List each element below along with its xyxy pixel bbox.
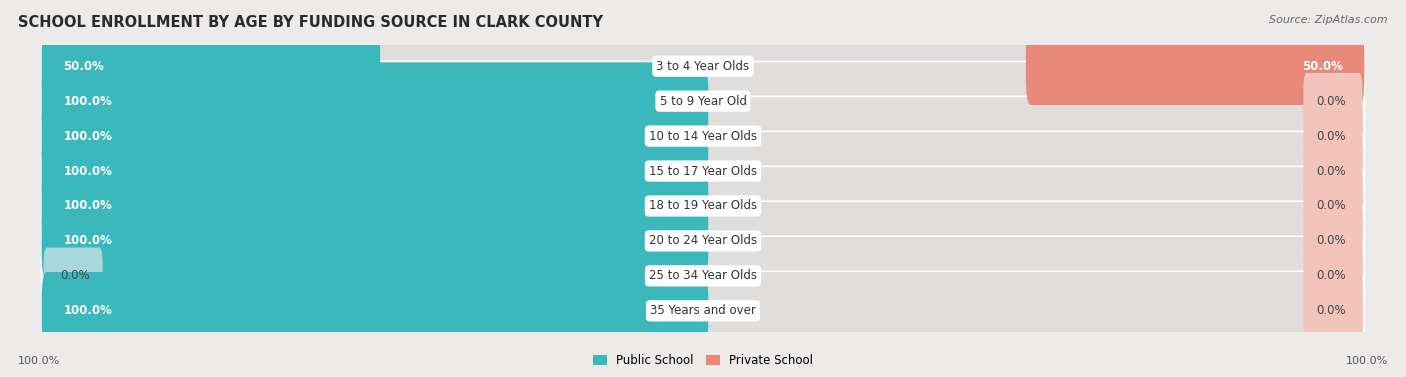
FancyBboxPatch shape (42, 131, 1364, 211)
FancyBboxPatch shape (1303, 213, 1362, 269)
FancyBboxPatch shape (1303, 73, 1362, 129)
Text: 35 Years and over: 35 Years and over (650, 304, 756, 317)
FancyBboxPatch shape (42, 26, 1364, 106)
FancyBboxPatch shape (42, 236, 1364, 316)
Text: 100.0%: 100.0% (63, 164, 112, 178)
Text: 15 to 17 Year Olds: 15 to 17 Year Olds (650, 164, 756, 178)
Text: 0.0%: 0.0% (1316, 95, 1346, 108)
FancyBboxPatch shape (42, 166, 1364, 246)
Text: 0.0%: 0.0% (1316, 199, 1346, 213)
Text: 100.0%: 100.0% (18, 356, 60, 366)
Text: 50.0%: 50.0% (1302, 60, 1343, 73)
FancyBboxPatch shape (1303, 282, 1362, 339)
Text: Source: ZipAtlas.com: Source: ZipAtlas.com (1270, 15, 1388, 25)
FancyBboxPatch shape (1303, 108, 1362, 164)
FancyBboxPatch shape (42, 202, 709, 280)
Text: 0.0%: 0.0% (1316, 164, 1346, 178)
Text: 25 to 34 Year Olds: 25 to 34 Year Olds (650, 269, 756, 282)
Text: 0.0%: 0.0% (1316, 304, 1346, 317)
Text: 100.0%: 100.0% (63, 130, 112, 143)
Text: 18 to 19 Year Olds: 18 to 19 Year Olds (650, 199, 756, 213)
Text: 0.0%: 0.0% (1316, 269, 1346, 282)
Text: 100.0%: 100.0% (63, 234, 112, 247)
Text: 3 to 4 Year Olds: 3 to 4 Year Olds (657, 60, 749, 73)
FancyBboxPatch shape (42, 97, 1364, 176)
Text: SCHOOL ENROLLMENT BY AGE BY FUNDING SOURCE IN CLARK COUNTY: SCHOOL ENROLLMENT BY AGE BY FUNDING SOUR… (18, 15, 603, 30)
Text: 100.0%: 100.0% (63, 95, 112, 108)
Text: 10 to 14 Year Olds: 10 to 14 Year Olds (650, 130, 756, 143)
FancyBboxPatch shape (42, 201, 1364, 280)
FancyBboxPatch shape (42, 132, 709, 210)
Text: 5 to 9 Year Old: 5 to 9 Year Old (659, 95, 747, 108)
FancyBboxPatch shape (42, 272, 709, 349)
FancyBboxPatch shape (42, 271, 1364, 351)
FancyBboxPatch shape (42, 167, 709, 245)
FancyBboxPatch shape (42, 62, 709, 140)
Text: 0.0%: 0.0% (60, 269, 90, 282)
Text: 100.0%: 100.0% (63, 304, 112, 317)
Text: 0.0%: 0.0% (1316, 130, 1346, 143)
FancyBboxPatch shape (1026, 28, 1364, 105)
Text: 50.0%: 50.0% (63, 60, 104, 73)
FancyBboxPatch shape (1303, 143, 1362, 199)
FancyBboxPatch shape (42, 97, 709, 175)
FancyBboxPatch shape (44, 248, 103, 304)
FancyBboxPatch shape (1303, 248, 1362, 304)
Text: 100.0%: 100.0% (1346, 356, 1388, 366)
FancyBboxPatch shape (42, 28, 380, 105)
Text: 100.0%: 100.0% (63, 199, 112, 213)
Text: 0.0%: 0.0% (1316, 234, 1346, 247)
FancyBboxPatch shape (1303, 178, 1362, 234)
Text: 20 to 24 Year Olds: 20 to 24 Year Olds (650, 234, 756, 247)
Legend: Public School, Private School: Public School, Private School (588, 349, 818, 372)
FancyBboxPatch shape (42, 61, 1364, 141)
